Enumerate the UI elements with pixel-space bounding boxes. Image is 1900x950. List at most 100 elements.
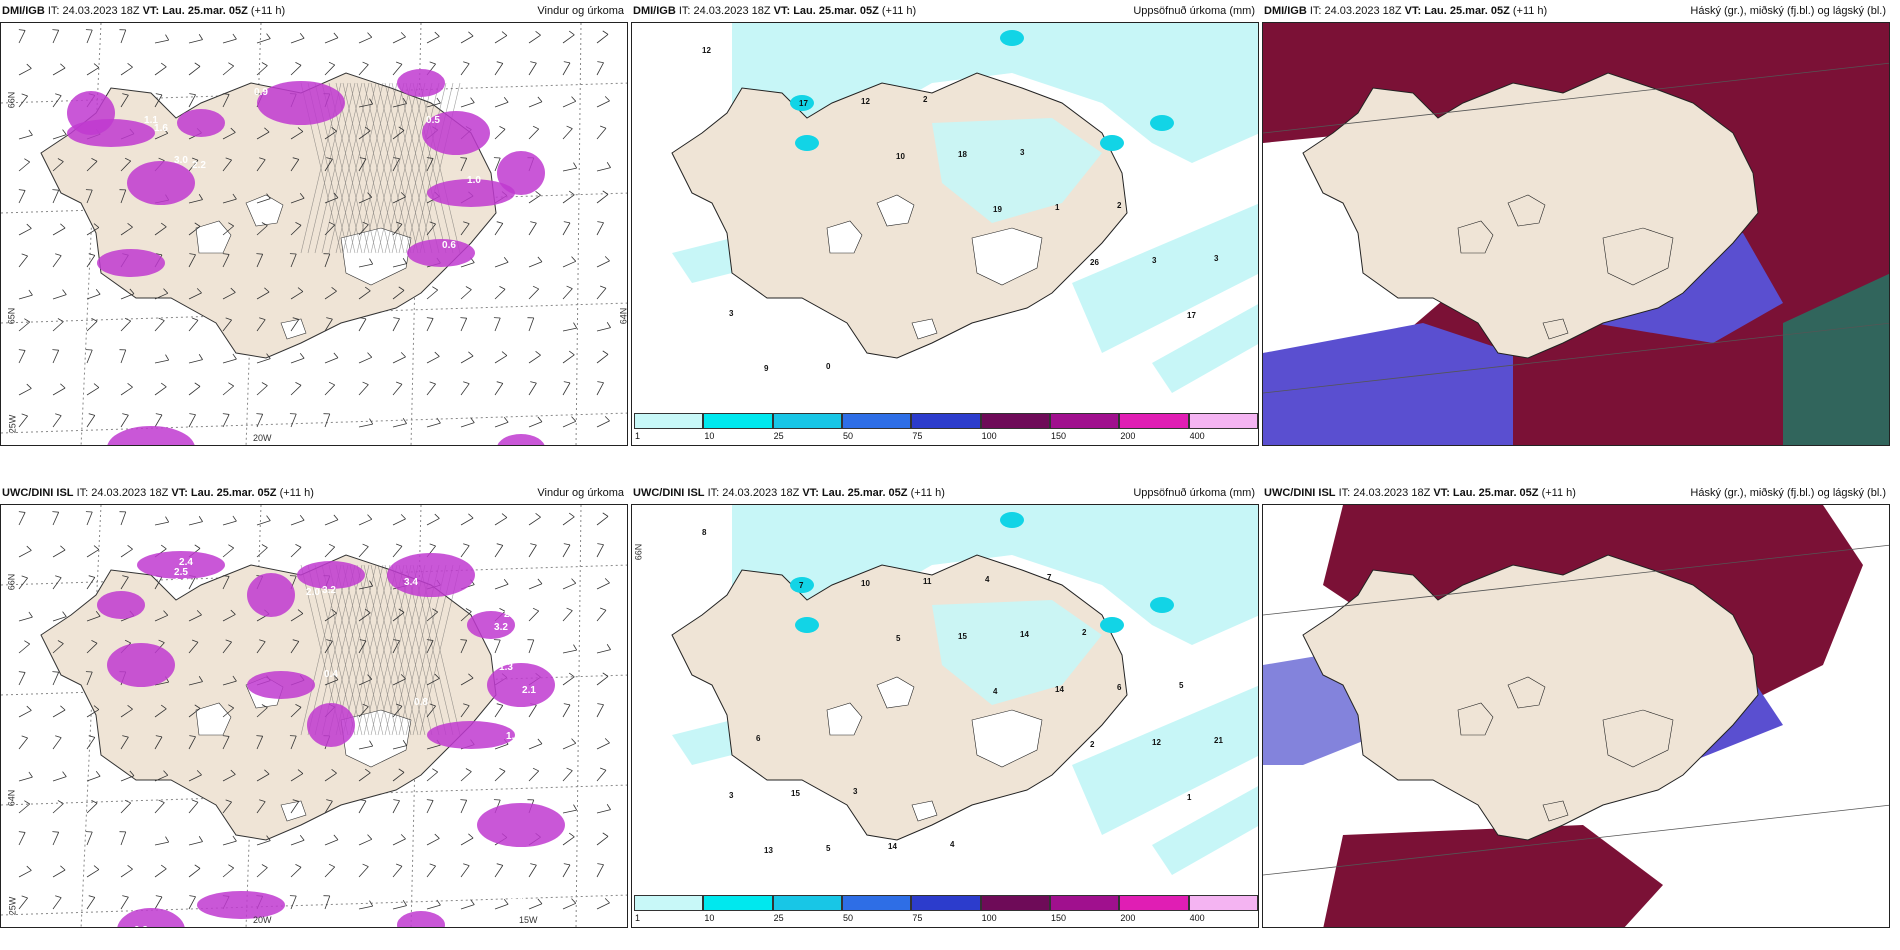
barb-flag — [225, 317, 232, 321]
barb-flag — [369, 418, 374, 425]
colorbar-tick: 1 — [635, 913, 641, 923]
low-cloud-area — [1783, 273, 1889, 445]
barb-staff — [528, 743, 543, 750]
barb-staff — [562, 836, 575, 846]
wind-barb — [562, 162, 578, 172]
barb-staff — [222, 65, 234, 76]
wind-barb — [120, 382, 133, 396]
wind-barb — [392, 514, 406, 526]
barb-flag — [196, 770, 202, 776]
barb-staff — [86, 549, 100, 558]
wind-barb — [86, 157, 98, 172]
barb-staff — [188, 576, 196, 590]
barb-flag — [604, 738, 610, 744]
barb-staff — [154, 868, 167, 878]
barb-staff — [52, 672, 60, 686]
wind-barb — [426, 381, 436, 396]
colorbar-tick: 50 — [843, 431, 854, 441]
barb-staff — [494, 261, 509, 268]
wind-barb — [154, 836, 170, 846]
precip-amount-label: 12 — [861, 97, 870, 106]
barb-flag — [85, 189, 93, 191]
barb-staff — [562, 676, 575, 686]
wind-barb — [18, 189, 26, 204]
lead-time: (+11 h) — [279, 487, 314, 499]
barb-flag — [460, 799, 467, 801]
wind-barb — [222, 639, 232, 654]
glacier — [971, 227, 1043, 286]
barb-staff — [18, 95, 28, 108]
wind-barb — [528, 512, 541, 526]
barb-staff — [290, 197, 305, 204]
barb-flag — [432, 286, 438, 291]
barb-flag — [124, 639, 131, 644]
precip-amount-label: 5 — [1179, 681, 1184, 690]
barb-staff — [392, 518, 406, 526]
colorbar-tick: 75 — [912, 913, 923, 923]
rain-area — [1152, 304, 1258, 393]
barb-flag — [60, 705, 66, 711]
barb-flag — [18, 189, 26, 191]
wind-barb — [290, 609, 304, 622]
barb-staff — [562, 100, 576, 108]
barb-staff — [528, 583, 543, 590]
barb-flag — [198, 676, 203, 682]
barb-flag — [93, 545, 100, 550]
barb-staff — [188, 642, 199, 654]
wind-barb — [426, 513, 440, 526]
barb-flag — [55, 93, 62, 97]
barb-flag — [261, 704, 268, 708]
barb-staff — [86, 227, 100, 236]
wind-barb — [256, 704, 268, 718]
hatch-line — [370, 82, 412, 254]
barb-staff — [392, 290, 405, 300]
barb-staff — [562, 128, 573, 140]
barb-staff — [86, 802, 98, 814]
barb-flag — [499, 607, 506, 612]
wind-barb — [52, 158, 64, 172]
precip-value-label: 1.8 — [174, 577, 188, 588]
barb-flag — [163, 288, 169, 294]
wind-barb — [52, 831, 60, 846]
barb-flag — [158, 157, 165, 161]
barb-flag — [163, 128, 169, 134]
barb-flag — [18, 29, 26, 31]
barb-staff — [528, 639, 535, 654]
barb-staff — [86, 642, 98, 654]
wind-barb — [358, 674, 373, 686]
barb-staff — [86, 737, 96, 750]
wind-barb — [119, 189, 127, 204]
wind-barb — [256, 157, 266, 172]
wind-barb — [460, 703, 470, 718]
barb-flag — [432, 608, 438, 613]
barb-staff — [392, 318, 400, 332]
precip-value-label: 1.0 — [467, 175, 481, 186]
barb-flag — [400, 674, 406, 680]
rain-over-land — [932, 600, 1102, 705]
barb-staff — [120, 708, 133, 718]
barb-staff — [222, 736, 230, 750]
barb-staff — [324, 866, 336, 878]
wind-barb — [562, 381, 571, 396]
barb-flag — [571, 256, 577, 262]
wind-barb — [256, 193, 271, 204]
barb-flag — [362, 543, 369, 547]
barb-flag — [122, 93, 129, 96]
barb-flag — [597, 703, 604, 706]
precip-area — [197, 891, 285, 919]
barb-staff — [324, 158, 333, 172]
precip-amount-label: 17 — [799, 99, 808, 108]
barb-flag — [566, 767, 573, 771]
barb-staff — [596, 62, 604, 76]
barb-staff — [528, 864, 537, 878]
barb-flag — [436, 97, 441, 104]
barb-staff — [426, 611, 438, 622]
barb-flag — [429, 381, 436, 385]
barb-staff — [324, 772, 337, 782]
barb-flag — [85, 349, 93, 351]
barb-flag — [163, 770, 169, 776]
wind-barb — [222, 413, 230, 428]
wind-barb — [596, 607, 607, 622]
glacier — [195, 220, 232, 254]
barb-staff — [52, 709, 66, 718]
